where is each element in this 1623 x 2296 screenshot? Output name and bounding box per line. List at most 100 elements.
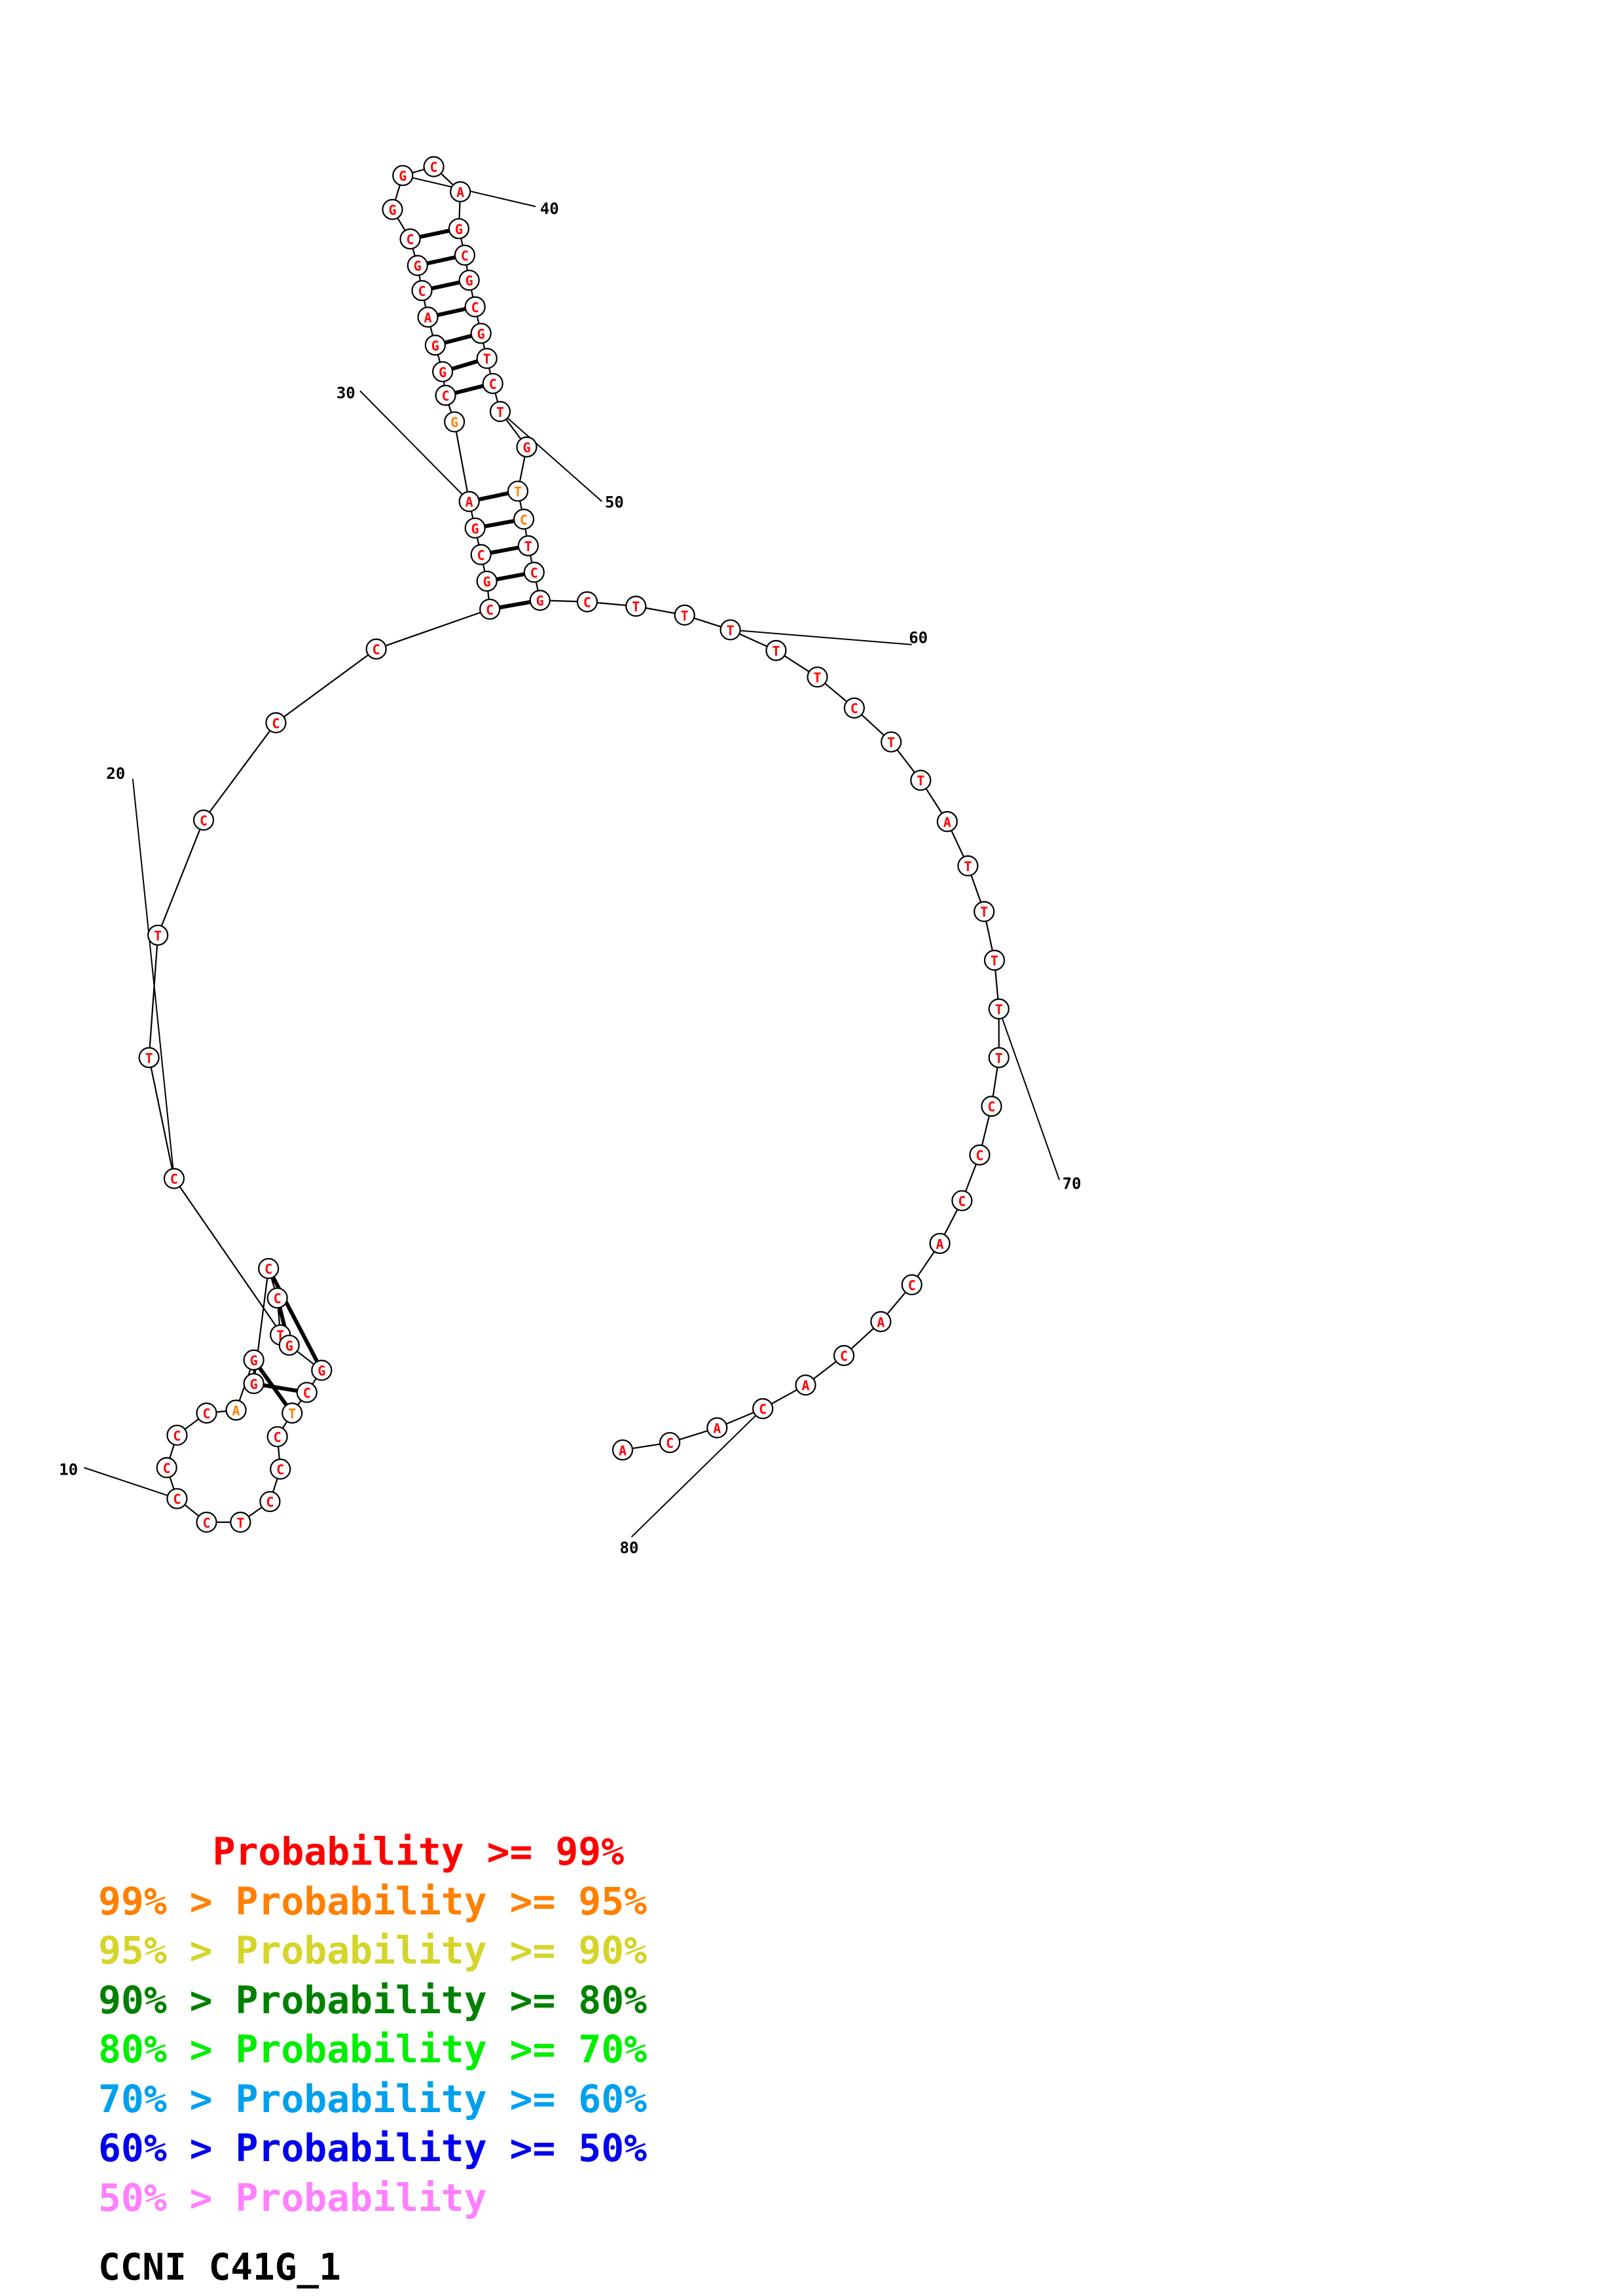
nucleotide-base: T <box>813 670 821 685</box>
nucleotide-base: C <box>471 300 479 315</box>
nucleotide: T <box>230 1511 251 1533</box>
nucleotide: T <box>974 901 995 922</box>
diagram-title: CCNI C41G_1 <box>98 2246 341 2289</box>
nucleotide: G <box>407 255 428 276</box>
nucleotide-circle <box>265 712 287 734</box>
nucleotide-circle <box>166 1488 188 1509</box>
nucleotide-circle <box>611 1439 634 1461</box>
nucleotide: C <box>192 809 215 831</box>
nucleotide: G <box>311 1359 333 1381</box>
nucleotide-circle <box>444 411 465 433</box>
nucleotide-base: A <box>232 1403 240 1418</box>
nucleotide: A <box>611 1439 634 1461</box>
nucleotide-base: A <box>713 1421 721 1437</box>
nucleotide: G <box>278 1335 300 1356</box>
position-label: 80 <box>620 1539 639 1557</box>
nucleotide-circle <box>243 1372 264 1395</box>
nucleotide-base: C <box>840 1348 848 1364</box>
tick-mark <box>132 778 175 1179</box>
nucleotide: T <box>517 535 539 556</box>
nucleotide: C <box>163 1168 185 1189</box>
nucleotide: C <box>969 1144 991 1166</box>
nucleotide: G <box>392 165 414 187</box>
nucleotide-circle <box>411 279 433 302</box>
nucleotide: C <box>981 1096 1002 1117</box>
nucleotide-circle <box>706 1417 728 1439</box>
nucleotide-circle <box>464 517 486 539</box>
nucleotide: T <box>881 731 902 753</box>
nucleotide-base: A <box>465 494 473 510</box>
nucleotide: G <box>464 517 486 539</box>
nucleotide-base: T <box>887 735 895 751</box>
nucleotide-base: C <box>759 1401 767 1417</box>
nucleotide: A <box>706 1417 728 1439</box>
legend-entry: 60% > Probability >= 50% <box>98 2126 647 2170</box>
nucleotide: C <box>435 384 456 406</box>
nucleotide: C <box>266 1426 288 1448</box>
nucleotide-base: C <box>173 1428 181 1444</box>
nucleotide: T <box>720 619 741 641</box>
nucleotide: G <box>529 590 551 611</box>
nucleotide-circle <box>489 401 511 422</box>
position-label: 60 <box>909 629 928 647</box>
nucleotide-circle <box>517 535 539 556</box>
nucleotide: G <box>476 570 498 592</box>
nucleotide-base: A <box>943 814 951 830</box>
nucleotide-base: C <box>486 602 494 618</box>
nucleotide: C <box>196 1511 217 1533</box>
nucleotide-circle <box>482 372 503 395</box>
nucleotide: G <box>458 270 480 291</box>
nucleotide: C <box>951 1190 973 1211</box>
nucleotide-circle <box>147 924 169 946</box>
nucleotide-circle <box>258 1258 280 1280</box>
backbone-segment <box>148 935 159 1058</box>
backbone-segment <box>275 648 377 724</box>
nucleotide: C <box>166 1424 188 1446</box>
nucleotide-circle <box>901 1274 922 1296</box>
nucleotide: T <box>988 1047 1010 1068</box>
nucleotide-circle <box>974 901 995 922</box>
nucleotide-circle <box>230 1511 251 1533</box>
position-label: 40 <box>540 200 559 218</box>
nucleotide-base: T <box>681 608 689 624</box>
nucleotide-base: C <box>274 1291 282 1306</box>
nucleotide-circle <box>881 731 902 753</box>
nucleotide-circle <box>138 1047 160 1068</box>
nucleotide-circle <box>278 1335 300 1356</box>
nucleotide-circle <box>870 1311 892 1333</box>
nucleotide-base: G <box>285 1338 293 1354</box>
nucleotide-circle <box>166 1424 188 1446</box>
nucleotide: T <box>138 1047 160 1068</box>
nucleotide: T <box>910 770 932 791</box>
nucleotide-base: T <box>236 1515 244 1531</box>
nucleotide: C <box>479 598 501 620</box>
tick-mark <box>998 1009 1061 1181</box>
nucleotide-base: G <box>388 202 396 218</box>
nucleotide: T <box>983 950 1006 971</box>
nucleotide: A <box>870 1311 892 1333</box>
backbone-segment <box>454 422 470 502</box>
nucleotide-base: A <box>456 185 464 200</box>
legend-entry: 80% > Probability >= 70% <box>98 2027 647 2072</box>
nucleotide-circle <box>476 570 498 592</box>
nucleotide-circle <box>476 348 498 369</box>
nucleotide-base: G <box>250 1353 258 1369</box>
nucleotide-base: T <box>995 1050 1003 1066</box>
nucleotide-circle <box>507 480 529 502</box>
nucleotide-base: C <box>272 715 280 731</box>
nucleotide: T <box>765 639 787 661</box>
nucleotide-base: C <box>850 701 858 717</box>
nucleotide-circle <box>674 604 695 626</box>
nucleotide: A <box>929 1232 951 1254</box>
nucleotide-base: A <box>801 1378 809 1393</box>
nucleotide-base: G <box>431 338 439 353</box>
backbone-segment <box>173 1178 290 1346</box>
nucleotide: A <box>458 491 480 512</box>
nucleotide: T <box>476 348 498 369</box>
nucleotide-circle <box>365 638 387 660</box>
nucleotide-circle <box>516 436 538 457</box>
nucleotide-base: C <box>200 813 208 829</box>
backbone-segment <box>376 608 490 650</box>
nucleotide-circle <box>576 591 598 613</box>
